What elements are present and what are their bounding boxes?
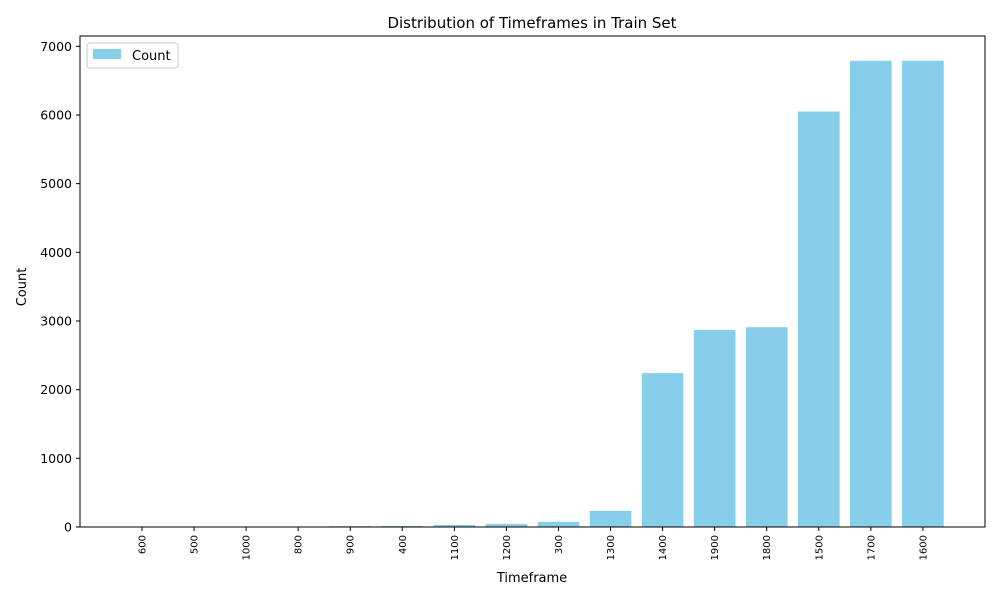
y-tick-label: 3000 xyxy=(40,313,72,328)
plot-area xyxy=(80,36,985,527)
x-tick-label: 300 xyxy=(554,535,565,554)
y-axis: 0 1000 2000 3000 4000 5000 6000 7000 xyxy=(40,39,80,535)
bar-1700 xyxy=(850,61,892,527)
x-axis-label: Timeframe xyxy=(496,571,567,586)
x-axis: 600 500 1000 800 900 400 1100 1200 300 1300 1400 19… xyxy=(138,527,930,560)
bar-1500 xyxy=(798,112,840,527)
bar-1900 xyxy=(694,330,736,527)
bar-300 xyxy=(538,522,580,527)
legend: Count xyxy=(87,43,178,68)
x-tick-label: 1300 xyxy=(606,535,617,560)
legend-label: Count xyxy=(132,49,171,64)
y-tick-label: 5000 xyxy=(40,176,72,191)
x-tick-label: 400 xyxy=(398,535,409,554)
y-axis-label: Count xyxy=(15,268,30,307)
x-tick-label: 900 xyxy=(346,535,357,554)
bar-1400 xyxy=(642,373,684,527)
y-tick-label: 6000 xyxy=(40,107,72,122)
x-tick-label: 500 xyxy=(190,535,201,554)
bar-1600 xyxy=(902,61,944,527)
y-tick-label: 0 xyxy=(64,520,72,535)
x-tick-label: 1700 xyxy=(866,535,877,560)
legend-swatch xyxy=(93,49,121,59)
plot-frame xyxy=(80,36,985,527)
x-tick-label: 1200 xyxy=(502,535,513,560)
x-tick-label: 1900 xyxy=(710,535,721,560)
x-tick-label: 1400 xyxy=(658,535,669,560)
bar-1300 xyxy=(590,511,632,527)
chart-title: Distribution of Timeframes in Train Set xyxy=(387,14,676,32)
bar-1800 xyxy=(746,327,788,527)
x-tick-label: 1800 xyxy=(762,535,773,560)
y-tick-label: 7000 xyxy=(40,39,72,54)
x-tick-label: 1100 xyxy=(450,535,461,560)
x-tick-label: 1600 xyxy=(918,535,929,560)
x-tick-label: 1000 xyxy=(242,535,253,560)
x-tick-label: 600 xyxy=(138,535,149,554)
y-tick-label: 4000 xyxy=(40,245,72,260)
x-tick-label: 1500 xyxy=(814,535,825,560)
x-tick-label: 800 xyxy=(294,535,305,554)
y-tick-label: 2000 xyxy=(40,382,72,397)
y-tick-label: 1000 xyxy=(40,451,72,466)
